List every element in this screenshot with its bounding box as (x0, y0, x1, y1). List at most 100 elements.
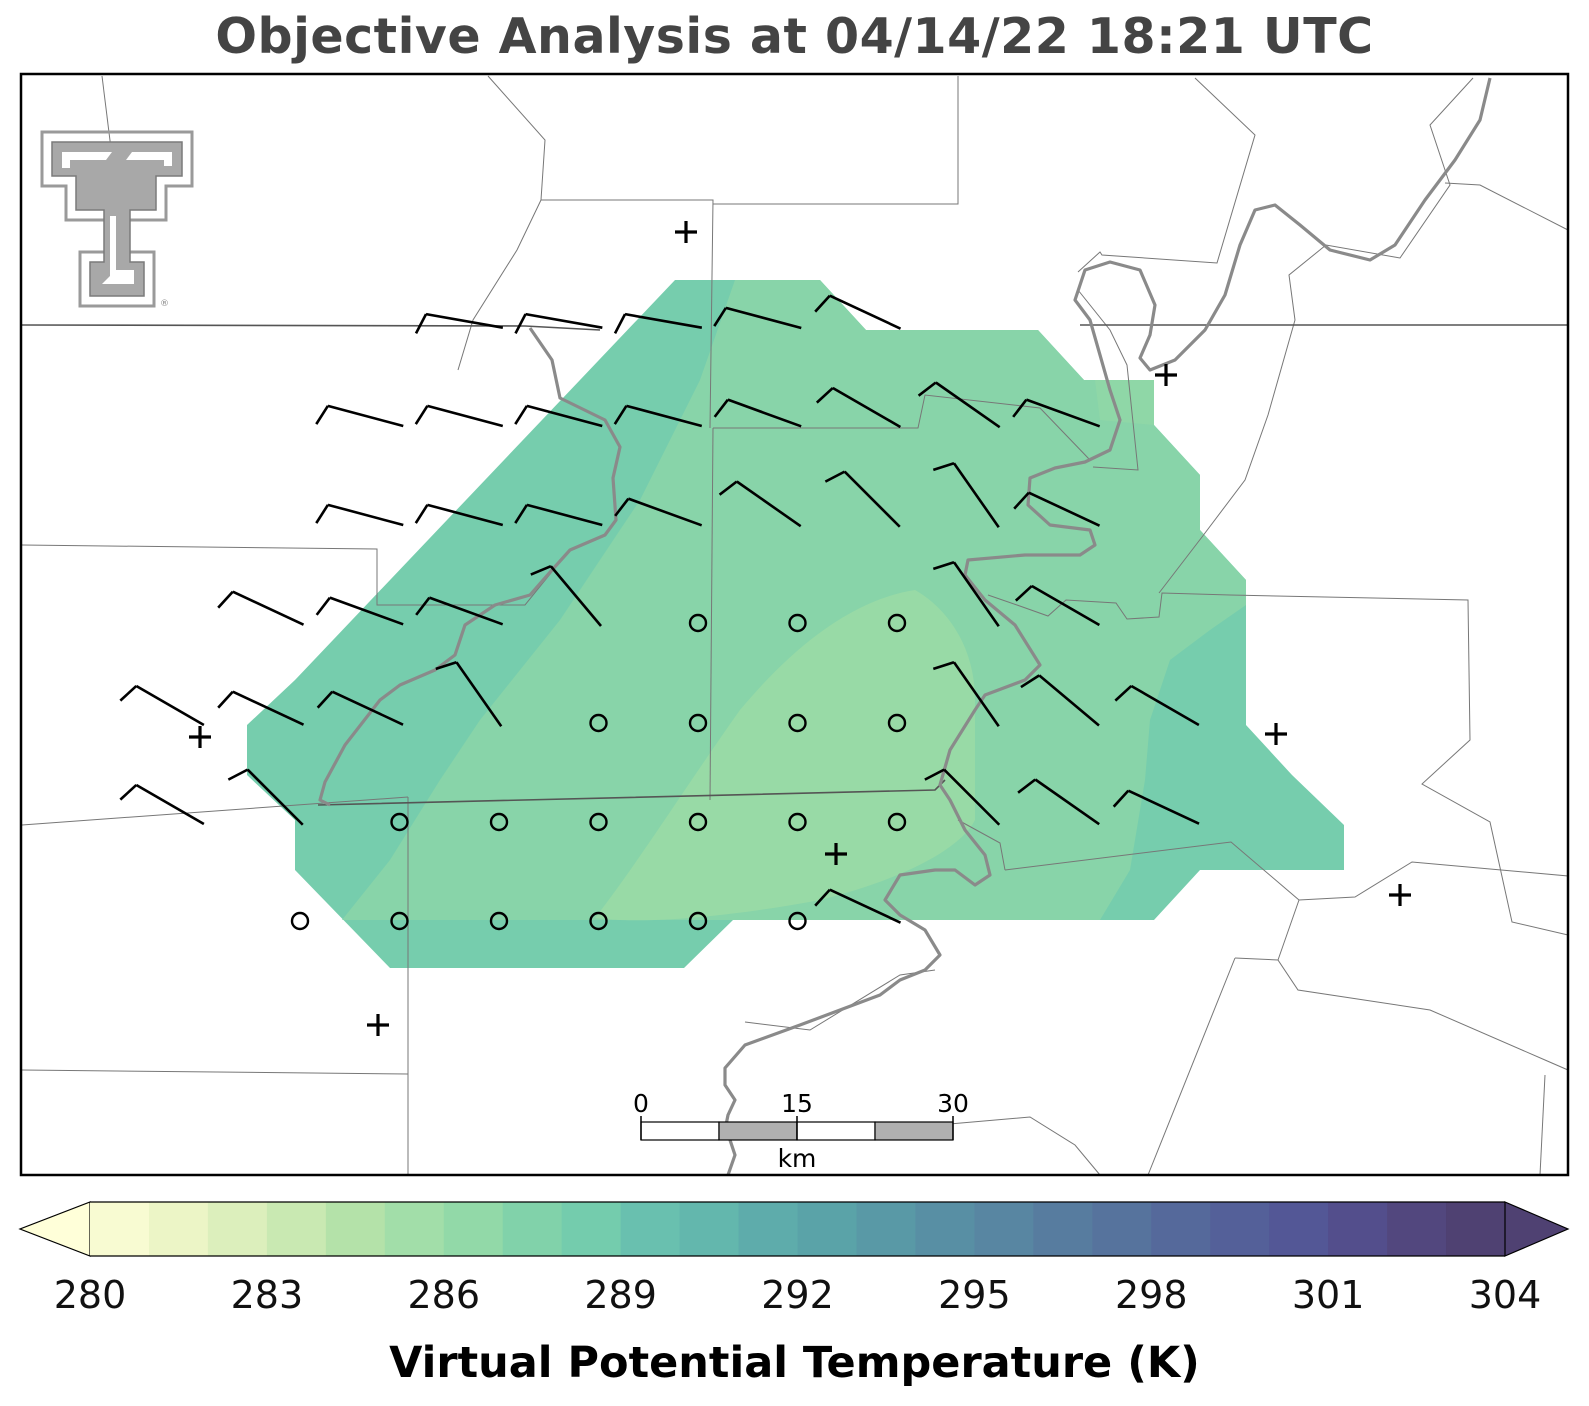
wind-barb (1114, 684, 1200, 727)
wind-barb (414, 404, 504, 428)
colorbar-tick-label: 289 (584, 1273, 657, 1317)
wind-barb (316, 690, 404, 726)
wind-barb (814, 888, 902, 924)
wind-barb (217, 590, 305, 626)
station-plus (189, 726, 211, 748)
scale-seg-2 (718, 1121, 798, 1141)
colorbar-bin (443, 1202, 504, 1256)
station-plus (1155, 364, 1177, 386)
calm-wind-circle (589, 812, 608, 832)
colorbar-bin (797, 1202, 858, 1256)
wind-barb (814, 294, 902, 330)
calm-wind-circle (489, 812, 509, 832)
wind-barb (917, 381, 1001, 429)
wind-barb (217, 690, 305, 726)
wind-barbs (119, 294, 1200, 924)
colorbar-bin (1328, 1202, 1388, 1256)
scale-seg-3 (796, 1121, 876, 1141)
calm-wind-circle (887, 713, 907, 733)
calm-wind-circle (788, 812, 807, 832)
calm-wind-circle (290, 911, 310, 931)
wind-barb (1112, 789, 1200, 825)
contour-band-285 (595, 590, 975, 921)
calm-wind-circle (489, 911, 509, 931)
wind-barb (119, 684, 205, 727)
scale-label-30: 30 (937, 1089, 969, 1118)
colorbar-under-arrow (18, 1201, 91, 1257)
station-plus (825, 843, 847, 865)
colorbar-bin (384, 1202, 445, 1256)
colorbar-tick-label: 301 (1292, 1273, 1365, 1317)
contour-fill (247, 280, 1344, 968)
wind-barb (315, 404, 404, 428)
county-lines (21, 75, 1569, 1176)
calm-wind-circle (788, 613, 807, 633)
calm-wind-circle (688, 613, 708, 633)
colorbar-bin (1092, 1202, 1152, 1256)
calm-wind-circle (688, 713, 708, 733)
calm-wind-circle (390, 911, 409, 931)
wind-barb (932, 561, 1000, 627)
colorbar-tick-label: 292 (761, 1273, 834, 1317)
river-lines (318, 77, 1492, 1176)
wind-barb (1020, 674, 1100, 727)
colorbar-bin (207, 1202, 268, 1256)
wind-barb (227, 768, 304, 826)
scale-label-15: 15 (781, 1089, 813, 1118)
wind-barb (415, 596, 504, 626)
wind-barb (815, 386, 902, 429)
station-plus (675, 221, 697, 243)
calm-wind-markers (290, 613, 907, 931)
wind-barb (1012, 398, 1101, 428)
colorbar-tick-label: 298 (1115, 1273, 1188, 1317)
colorbar-bin (738, 1202, 799, 1256)
colorbar-bin (915, 1202, 975, 1256)
wind-barb (932, 661, 1000, 727)
wind-barb (924, 768, 1001, 826)
scale-unit: km (778, 1144, 817, 1173)
scale-bar: 0 15 30 km (633, 1089, 969, 1173)
colorbar-bin (148, 1202, 209, 1256)
wind-barb (514, 503, 603, 527)
colorbar-bin (856, 1202, 917, 1256)
colorbar-bin (502, 1202, 563, 1256)
colorbar-bin (679, 1202, 740, 1256)
wind-barb (614, 497, 703, 527)
page-title: Objective Analysis at 04/14/22 18:21 UTC (215, 8, 1374, 65)
calm-wind-circle (887, 613, 907, 633)
wind-barb (932, 462, 1000, 528)
scale-seg-4 (874, 1121, 954, 1141)
wind-barb (315, 503, 404, 527)
logo-registered-mark: ® (160, 299, 169, 309)
colorbar-bin (90, 1202, 150, 1256)
station-markers (189, 221, 1411, 1036)
wind-barb (119, 783, 205, 826)
calm-wind-circle (788, 911, 807, 931)
wind-barb (1013, 491, 1101, 527)
calm-wind-circle (589, 713, 608, 733)
wind-barb (514, 312, 603, 334)
wind-barb (530, 565, 603, 627)
station-plus (1389, 884, 1411, 906)
wind-barb (514, 404, 603, 428)
wind-barb (1017, 778, 1100, 826)
colorbar-title: Virtual Potential Temperature (K) (389, 1338, 1200, 1388)
river-west (318, 327, 622, 807)
colorbar-bin (1033, 1202, 1093, 1256)
colorbar-tick-label: 286 (407, 1273, 480, 1317)
logo-inner-t (51, 141, 183, 297)
calm-wind-circle (688, 911, 708, 931)
map-frame (19, 72, 1570, 1177)
colorbar-bin (561, 1202, 622, 1256)
colorbar: 280 283 286 289 292 295 298 301 304 (18, 1201, 1570, 1317)
colorbar-bin (266, 1202, 327, 1256)
wind-barb (315, 596, 404, 626)
wind-barb (824, 470, 901, 528)
scale-seg-1 (640, 1121, 720, 1141)
calm-wind-circle (788, 713, 807, 733)
wind-barb (435, 661, 503, 727)
colorbar-bin (620, 1202, 681, 1256)
wind-barb (414, 503, 504, 527)
colorbar-bin (1446, 1202, 1506, 1256)
